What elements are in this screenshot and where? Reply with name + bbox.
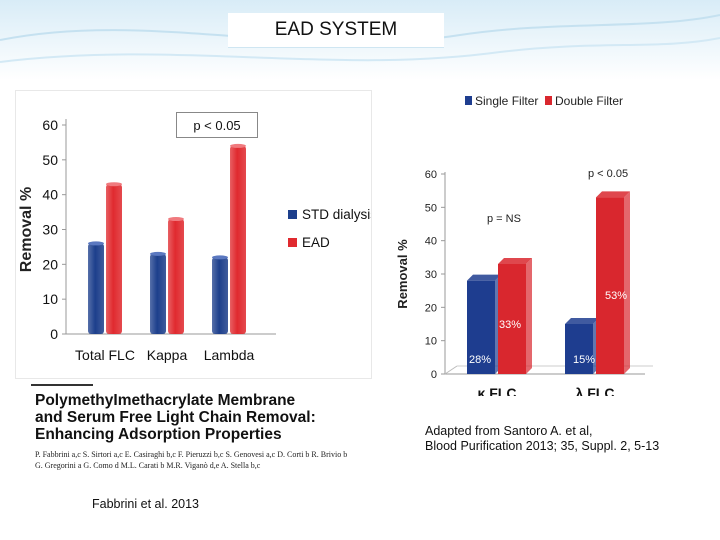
y-tick-label: 30 xyxy=(425,269,437,281)
bar-top-cap xyxy=(88,241,104,246)
bar-top-cap xyxy=(168,217,184,222)
bar-side xyxy=(624,191,630,374)
bar-ead xyxy=(106,184,122,334)
bar-std-dialysis xyxy=(212,257,228,334)
bar-top-cap xyxy=(106,182,122,187)
y-tick-label: 40 xyxy=(42,187,58,203)
y-tick-label: 50 xyxy=(425,202,437,214)
x-tick-label: κ FLC xyxy=(478,385,517,396)
bar-top-cap xyxy=(150,251,166,256)
data-label: 53% xyxy=(605,290,627,302)
paper-title: PolymethyImethacrylate Membrane and Seru… xyxy=(35,392,360,443)
legend-swatch xyxy=(288,238,297,247)
paper-title-line: PolymethyImethacrylate Membrane xyxy=(35,392,296,409)
y-tick-label: 0 xyxy=(431,369,437,381)
bar-double-filter xyxy=(498,264,526,374)
data-label: 28% xyxy=(469,354,491,366)
bar-single-filter xyxy=(565,324,593,374)
bar-top xyxy=(596,191,630,198)
bar-single-filter xyxy=(467,280,495,374)
bar-std-dialysis xyxy=(150,253,166,334)
left-credit: Fabbrini et al. 2013 xyxy=(92,497,200,511)
bar-top xyxy=(467,274,501,281)
data-label: 33% xyxy=(499,319,521,331)
right-credit: Adapted from Santoro A. et al, Blood Pur… xyxy=(425,424,659,454)
y-tick-label: 20 xyxy=(425,302,437,314)
bar-double-filter xyxy=(596,197,624,374)
legend-label: Single Filter xyxy=(475,94,538,108)
right-credit-line: Blood Purification 2013; 35, Suppl. 2, 5… xyxy=(425,439,660,453)
bar-ead xyxy=(230,145,246,334)
paper-rule xyxy=(31,384,93,386)
y-tick-label: 20 xyxy=(42,256,58,272)
bar-ead xyxy=(168,219,184,334)
paper-excerpt: PolymethyImethacrylate Membrane and Seru… xyxy=(29,380,359,492)
y-tick-label: 10 xyxy=(42,291,58,307)
x-tick-label: λ FLC xyxy=(576,385,615,396)
left-chart-panel: 0 10 20 30 40 50 60 Removal % Total FLC Kappa Lamb… xyxy=(16,91,377,378)
bar-top-cap xyxy=(212,255,228,260)
legend-label: Double Filter xyxy=(555,94,623,108)
y-tick-label: 0 xyxy=(50,326,58,342)
paper-title-line: Enhancing Adsorption Properties xyxy=(35,426,282,443)
x-tick-label: Total FLC xyxy=(75,347,135,363)
p-value-annotation: p = NS xyxy=(487,213,521,225)
bar-std-dialysis xyxy=(88,243,104,334)
paper-title-line: and Serum Free Light Chain Removal: xyxy=(35,409,316,426)
right-chart: Single Filter Double Filter 0 10 20 30 40 50 60 R… xyxy=(395,94,653,401)
bar-top xyxy=(565,318,599,324)
y-tick-label: 50 xyxy=(42,152,58,168)
y-axis-title: Removal % xyxy=(18,187,35,272)
legend-label: EAD xyxy=(302,235,330,250)
legend-swatch xyxy=(465,96,472,105)
data-label: 15% xyxy=(573,354,595,366)
floor-edge xyxy=(444,365,458,375)
y-tick-label: 10 xyxy=(425,336,437,348)
right-chart-panel: Single Filter Double Filter 0 10 20 30 40 50 60 R… xyxy=(395,86,685,401)
p-value-annotation: p < 0.05 xyxy=(588,168,628,180)
x-tick-label: Kappa xyxy=(147,347,188,363)
y-tick-label: 40 xyxy=(425,236,437,248)
bar-top xyxy=(498,258,532,264)
legend-swatch xyxy=(288,210,297,219)
x-tick-label: Lambda xyxy=(204,347,255,363)
paper-authors: P. Fabbrini a,c S. Sirtori a,c E. Casira… xyxy=(35,450,348,470)
right-credit-line: Adapted from Santoro A. et al, xyxy=(425,424,593,438)
bar-side xyxy=(526,258,532,374)
bar-top-cap xyxy=(230,143,246,148)
legend-swatch xyxy=(545,96,552,105)
y-axis-title: Removal % xyxy=(395,239,410,309)
slide-title: EAD SYSTEM xyxy=(228,13,444,48)
left-chart-p-value: p < 0.05 xyxy=(176,112,258,138)
legend-label: STD dialysis xyxy=(302,207,371,222)
y-tick-label: 30 xyxy=(42,222,58,238)
left-chart: 0 10 20 30 40 50 60 Removal % Total FLC Kappa Lamb… xyxy=(18,117,377,363)
y-tick-label: 60 xyxy=(42,117,58,133)
y-tick-label: 60 xyxy=(425,169,437,181)
